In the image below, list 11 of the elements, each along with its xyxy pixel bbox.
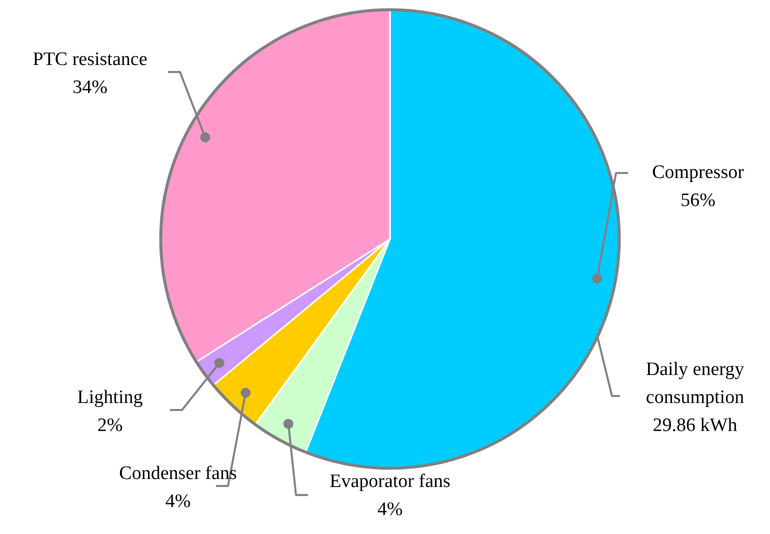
slice-label: PTC resistance	[32, 48, 148, 70]
text: Daily energy consumption 29.86 kWh	[646, 358, 745, 436]
data-label: 4%	[377, 498, 403, 520]
slice-label: Lighting	[77, 386, 144, 408]
data-label: 4%	[165, 490, 191, 512]
data-label: 2%	[97, 414, 123, 436]
data-label: 56%	[680, 190, 716, 211]
slice-label: Condenser fans	[119, 462, 237, 484]
slice-label: Compressor	[652, 162, 745, 183]
data-label: 34%	[72, 76, 108, 98]
slice-label: Evaporator fans	[330, 470, 450, 492]
